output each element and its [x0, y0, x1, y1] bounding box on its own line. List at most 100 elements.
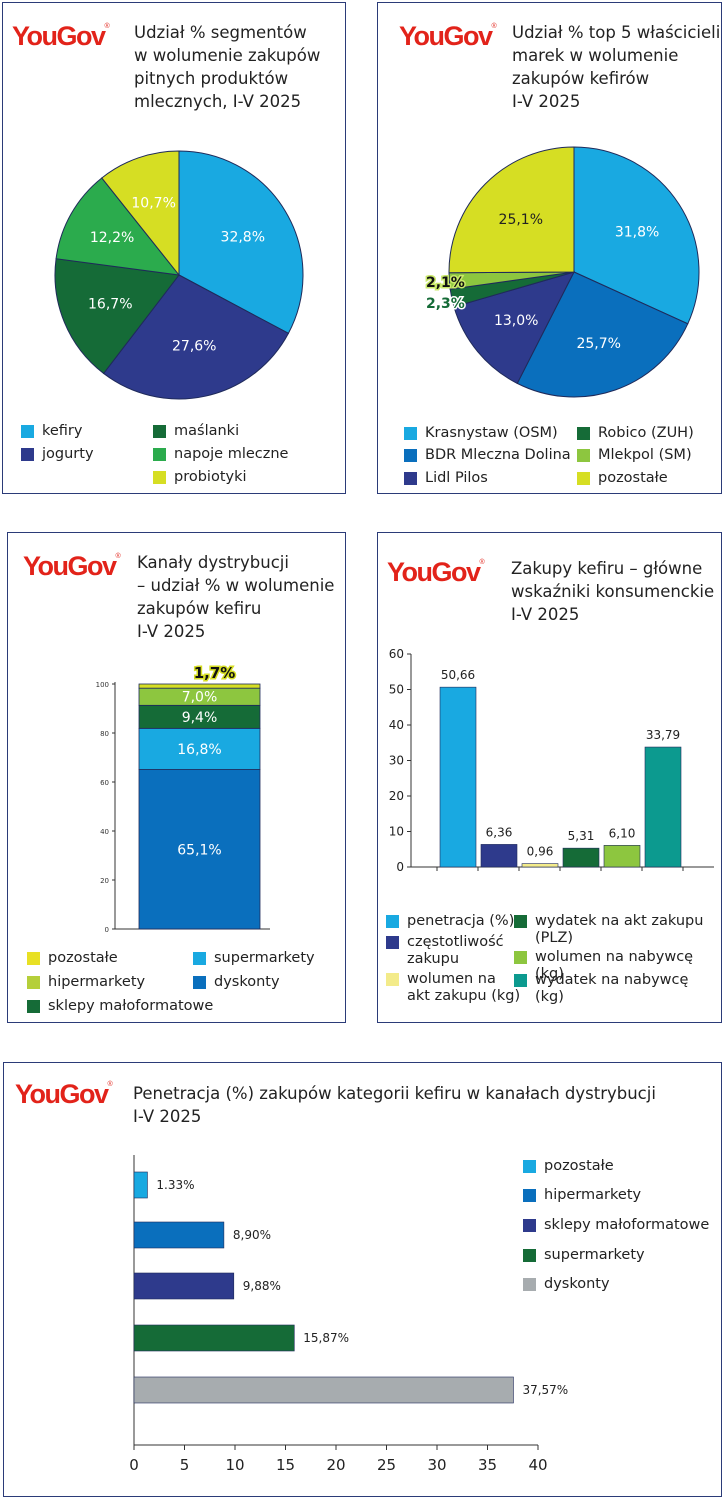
- legend-item-wolumen-nabywca: wolumen na nabywcę (kg): [514, 949, 721, 983]
- legend-item-supermarkety: supermarkety: [193, 950, 315, 967]
- data-label-pozosta-e: 1.33%: [156, 1178, 194, 1192]
- panel-consumer-indicators: YouGov® Zakupy kefiru – główne wskaźniki…: [377, 532, 722, 1023]
- bar-segment-supermarkety: [138, 727, 261, 770]
- legend-item-supermarkety: supermarkety: [523, 1247, 645, 1264]
- panel-segment-share: YouGov® Udział % segmentów w wolumenie z…: [2, 2, 346, 494]
- bar-wolumen-na-nabywc-kg: [603, 845, 641, 868]
- x-tick-label: 20: [326, 1456, 345, 1474]
- yougov-logo: YouGov®: [387, 557, 485, 587]
- pie-chart-segments: 32,8% 27,6% 16,7% 12,2% 10,7%: [54, 150, 304, 400]
- legend-item-pozostale: pozostałe: [577, 470, 668, 487]
- legend-swatch: [523, 1219, 536, 1232]
- chart-title: Udział % top 5 właścicieli marek w wolum…: [512, 23, 721, 111]
- panel-channel-penetration: YouGov® Penetracja (%) zakupów kategorii…: [3, 1062, 722, 1497]
- legend-item-hipermarkety: hipermarkety: [27, 974, 145, 991]
- bar-hipermarkety: [133, 1221, 225, 1249]
- legend-swatch: [404, 449, 417, 462]
- data-label-pozosta-e: 25,1%: [499, 212, 543, 228]
- legend-swatch: [386, 936, 399, 949]
- pie-slice-krasnystaw-osm: [573, 146, 700, 325]
- legend-swatch: [27, 976, 40, 989]
- data-label-probiotyki: 10,7%: [131, 195, 175, 211]
- x-tick-label: 10: [225, 1456, 244, 1474]
- bar-wolumen-na-akt-zakupu-kg: [521, 863, 559, 868]
- y-tick-label: 40: [389, 718, 404, 732]
- y-tick-label: 40: [100, 828, 109, 836]
- legend-swatch: [577, 472, 590, 485]
- chart-title: Kanały dystrybucji – udział % w wolumeni…: [137, 553, 335, 641]
- data-label-penetracja: 50,66: [441, 668, 475, 682]
- data-label-wydatek-na-nabywc-kg: 33,79: [646, 728, 680, 742]
- data-label-wolumen-na-nabywc-kg: 6,10: [609, 826, 636, 840]
- pie-slice-napoje-mleczne: [55, 177, 181, 276]
- legend-item-wolumen-akt: wolumen na akt zakupu (kg): [386, 971, 520, 1005]
- x-tick-label: 40: [528, 1456, 547, 1474]
- pie-slice-bdr-mleczna-dolina: [516, 271, 689, 398]
- yougov-logo: YouGov®: [399, 21, 497, 51]
- legend-swatch: [523, 1160, 536, 1173]
- legend-item-probiotyki: probiotyki: [153, 469, 247, 486]
- legend-item-krasnystaw: Krasnystaw (OSM): [404, 425, 558, 442]
- legend-item-sklepy-maloformatowe: sklepy małoformatowe: [27, 998, 213, 1015]
- legend-swatch: [153, 471, 166, 484]
- pie-slice-probiotyki: [101, 150, 180, 277]
- legend-swatch: [514, 974, 527, 987]
- yougov-logo: YouGov®: [12, 21, 110, 51]
- legend-swatch: [27, 952, 40, 965]
- bar-penetracja: [439, 686, 477, 868]
- data-label-sklepy-ma-oformatowe: 9,4%: [182, 710, 218, 726]
- data-label-krasnystaw-osm: 31,8%: [615, 224, 659, 240]
- data-label-cz-stotliwo-zakupu: 6,36: [486, 825, 513, 839]
- panel-distribution-channels: YouGov® Kanały dystrybucji – udział % w …: [7, 532, 346, 1023]
- bar-wydatek-na-nabywc-kg: [644, 746, 682, 868]
- data-label-napoje-mleczne: 12,2%: [90, 230, 134, 246]
- legend-item-dyskonty: dyskonty: [193, 974, 280, 991]
- legend-item-sklepy-maloformatowe: sklepy małoformatowe: [523, 1217, 709, 1234]
- legend-item-pozostale: pozostałe: [27, 950, 118, 967]
- chart-title: Zakupy kefiru – główne wskaźniki konsume…: [511, 559, 715, 624]
- horizontal-bar-penetration: 0 5 10 15 20 25 30 35 40 1.33% 8,90% 9,88% 15,87% 37,…: [129, 1155, 568, 1474]
- y-tick-label: 60: [389, 647, 404, 661]
- data-label-supermarkety: 15,87%: [303, 1331, 349, 1345]
- legend-item-wydatek-nabywca: wydatek na nabywcę (kg): [514, 972, 721, 1006]
- data-label-hipermarkety: 7,0%: [182, 690, 218, 706]
- y-tick-label: 20: [100, 877, 109, 885]
- pie-chart-brand-owners: 31,8% 25,7% 13,0% 2,3% 2,1% 25,1%: [425, 146, 700, 398]
- data-label-wolumen-na-akt-zakupu-kg: 0,96: [527, 845, 554, 859]
- legend-item-hipermarkety: hipermarkety: [523, 1187, 641, 1204]
- y-tick-label: 10: [389, 825, 404, 839]
- legend-swatch: [523, 1249, 536, 1262]
- pie-slice-kefiry: [178, 150, 304, 335]
- bar-cz-stotliwo-zakupu: [480, 844, 518, 868]
- pie-slice-ma-lanki: [54, 258, 180, 375]
- legend-item-wydatek-akt: wydatek na akt zakupu (PLZ): [514, 913, 703, 947]
- legend-swatch: [153, 425, 166, 438]
- panel-brand-owner-share: YouGov® Udział % top 5 właścicieli marek…: [377, 2, 722, 494]
- legend-item-lidl: Lidl Pilos: [404, 470, 488, 487]
- legend-swatch: [193, 952, 206, 965]
- bar-wydatek-na-akt-zakupu-plz: [562, 847, 600, 868]
- x-tick-label: 15: [276, 1456, 295, 1474]
- data-label-sklepy-ma-oformatowe: 9,88%: [243, 1279, 281, 1293]
- y-tick-label: 80: [100, 730, 109, 738]
- data-label-dyskonty: 65,1%: [177, 842, 221, 858]
- legend-item-robico: Robico (ZUH): [577, 425, 694, 442]
- chart-title: Penetracja (%) zakupów kategorii kefiru …: [133, 1084, 656, 1126]
- legend-item-maslanki: maślanki: [153, 423, 239, 440]
- data-label-dyskonty: 37,57%: [522, 1383, 568, 1397]
- legend-swatch: [577, 449, 590, 462]
- data-label-bdr-mleczna-dolina: 25,7%: [576, 336, 620, 352]
- data-label-kefiry: 32,8%: [221, 230, 265, 246]
- data-label-wydatek-na-akt-zakupu-plz: 5,31: [568, 829, 595, 843]
- y-tick-label: 20: [389, 789, 404, 803]
- y-tick-label: 60: [100, 779, 109, 787]
- y-tick-label: 30: [389, 754, 404, 768]
- legend-swatch: [523, 1278, 536, 1291]
- legend-item-mlekpol: Mlekpol (SM): [577, 447, 692, 464]
- bar-sklepy-ma-oformatowe: [133, 1272, 235, 1300]
- bar-supermarkety: [133, 1324, 295, 1352]
- legend-swatch: [523, 1189, 536, 1202]
- yougov-logo: YouGov®: [15, 1079, 113, 1109]
- bar-pozosta-e: [133, 1171, 148, 1199]
- legend-swatch: [21, 448, 34, 461]
